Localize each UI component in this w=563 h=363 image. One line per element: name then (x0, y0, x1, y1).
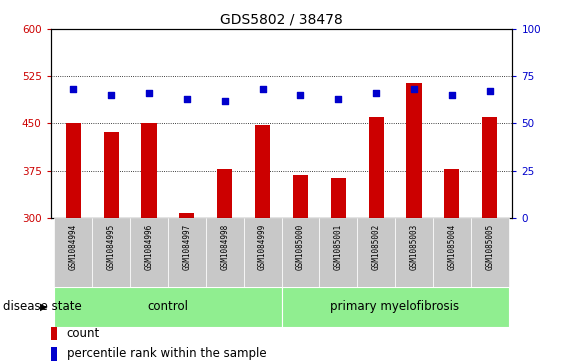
Text: disease state: disease state (3, 300, 82, 313)
Bar (51, 327, 57, 340)
Point (69, 86, 78, 92)
Point (447, 92, 456, 98)
Text: primary myelofibrosis: primary myelofibrosis (330, 300, 459, 313)
Bar (244, 218, 282, 287)
Bar (395, 218, 433, 287)
Text: GSM1084997: GSM1084997 (182, 223, 191, 270)
Bar (141, 123, 157, 218)
Point (372, 90, 381, 96)
Text: GSM1084996: GSM1084996 (145, 223, 154, 270)
Bar (482, 117, 497, 218)
Bar (293, 175, 308, 218)
Text: GSM1085004: GSM1085004 (447, 223, 456, 270)
Bar (319, 218, 357, 287)
Bar (206, 218, 244, 287)
Bar (92, 218, 130, 287)
Text: percentile rank within the sample: percentile rank within the sample (67, 347, 266, 360)
Point (107, 92, 116, 98)
Text: GSM1085001: GSM1085001 (334, 223, 343, 270)
Text: control: control (148, 300, 189, 313)
Bar (357, 218, 395, 287)
Bar (444, 169, 459, 218)
Bar (104, 132, 119, 218)
Bar (255, 125, 270, 218)
Text: GSM1085003: GSM1085003 (409, 223, 418, 270)
Text: GSM1084999: GSM1084999 (258, 223, 267, 270)
Point (334, 96, 343, 102)
Text: GSM1085000: GSM1085000 (296, 223, 305, 270)
Text: GSM1084994: GSM1084994 (69, 223, 78, 270)
Bar (130, 218, 168, 287)
Text: GSM1085002: GSM1085002 (372, 223, 381, 270)
Bar (168, 218, 206, 287)
Title: GDS5802 / 38478: GDS5802 / 38478 (220, 12, 343, 26)
Bar (471, 218, 508, 287)
Bar (51, 347, 57, 361)
Point (182, 96, 191, 102)
Bar (55, 218, 92, 287)
Text: GSM1085005: GSM1085005 (485, 223, 494, 270)
Point (409, 86, 418, 92)
Bar (180, 213, 194, 218)
Bar (217, 169, 233, 218)
Text: GSM1084995: GSM1084995 (107, 223, 116, 270)
Bar (369, 117, 383, 218)
Bar (433, 218, 471, 287)
Text: GSM1084998: GSM1084998 (220, 223, 229, 270)
Text: ▶: ▶ (41, 302, 48, 312)
Bar (282, 218, 319, 287)
Bar (66, 123, 81, 218)
Bar (282, 287, 508, 327)
Bar (406, 82, 422, 218)
Text: count: count (67, 327, 100, 340)
Bar (55, 287, 282, 327)
Point (145, 90, 154, 96)
Point (258, 86, 267, 92)
Point (296, 92, 305, 98)
Point (485, 89, 494, 94)
Point (220, 98, 229, 104)
Bar (330, 178, 346, 218)
